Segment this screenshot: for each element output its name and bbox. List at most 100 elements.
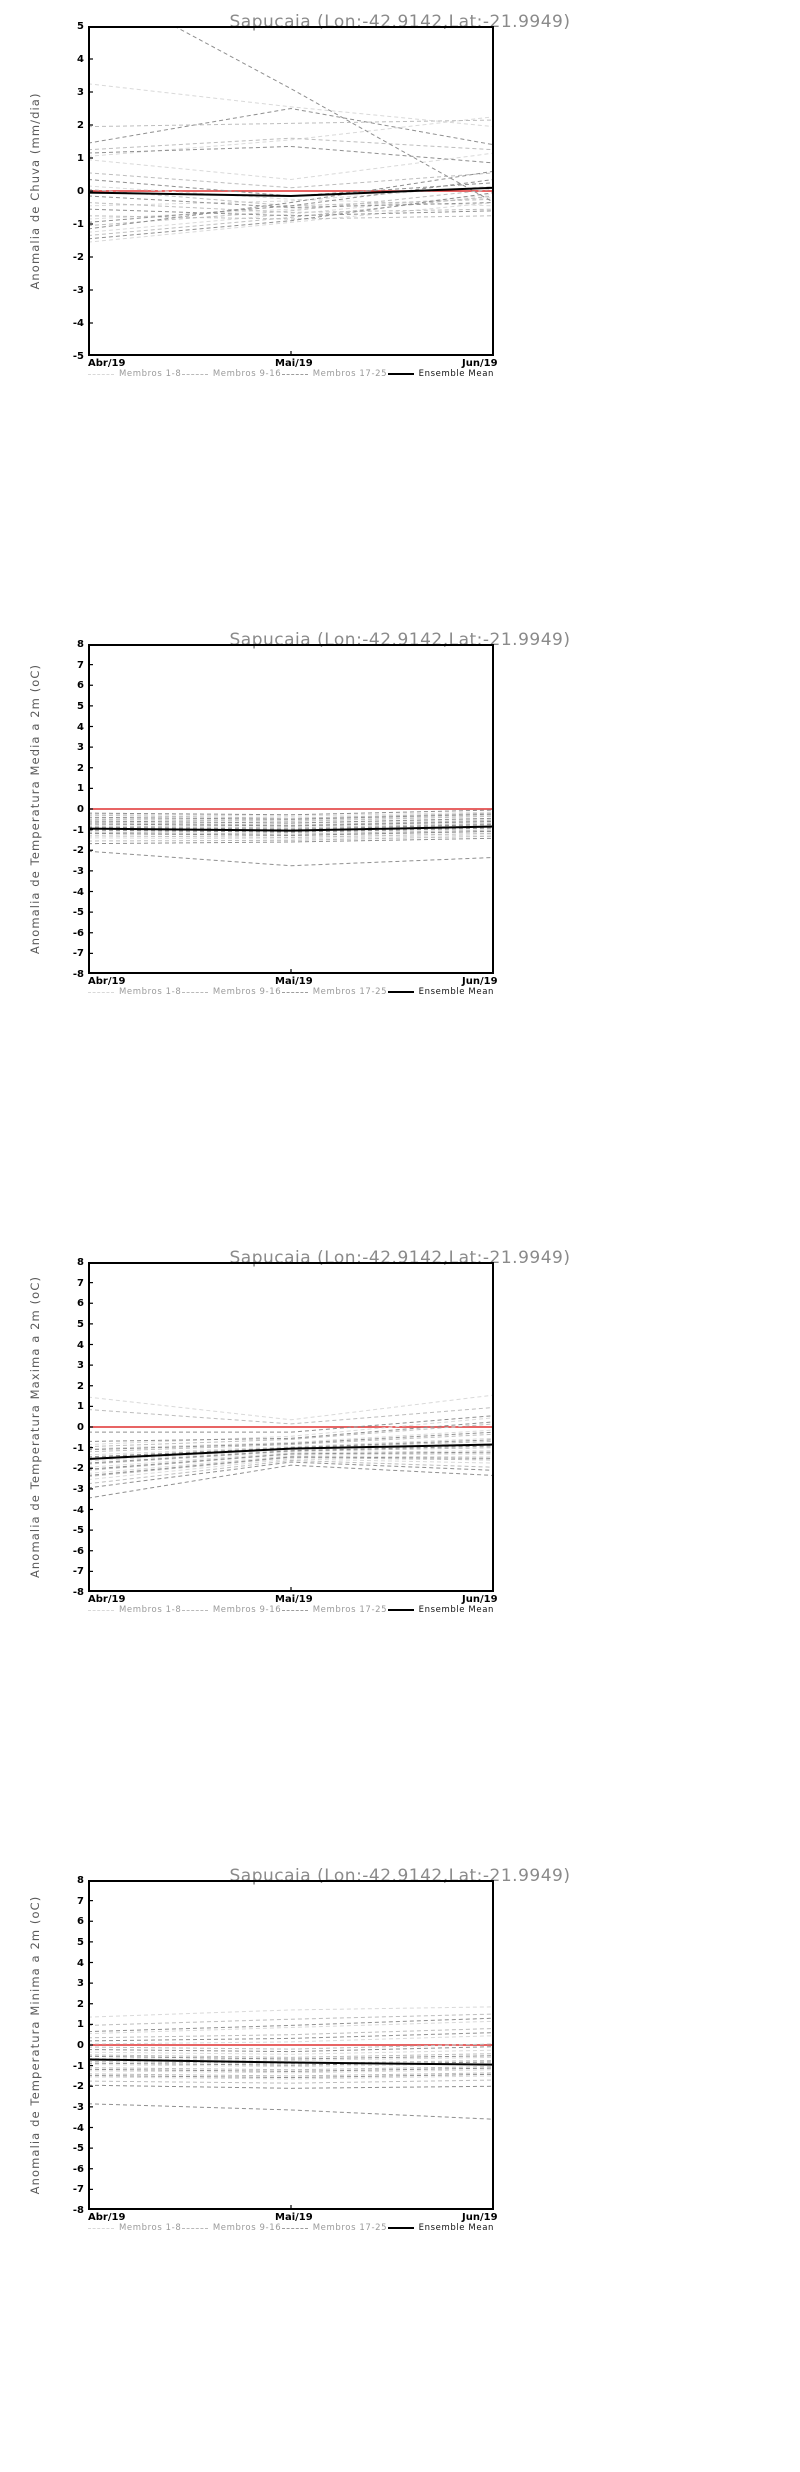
y-tick-label: -6	[72, 927, 84, 939]
member-series-line	[88, 2020, 494, 2035]
legend-item-1[interactable]: Membros 1-8	[88, 1605, 181, 1615]
y-tick-label: 1	[77, 783, 84, 795]
y-tick-label: -8	[72, 969, 84, 980]
y-tick-label: -5	[72, 1525, 84, 1537]
y-tick-label: 4	[77, 1957, 84, 1969]
y-tick-label: 3	[77, 1360, 84, 1372]
x-tick-label: Mai/19	[275, 2212, 313, 2223]
y-tick-label: -1	[72, 1442, 84, 1454]
y-tick-label: 6	[77, 680, 84, 692]
member-series-line	[88, 1439, 494, 1458]
legend-item-2[interactable]: Membros 9-16	[181, 1605, 281, 1615]
legend-swatch-icon	[88, 991, 114, 993]
ensemble-mean-line	[88, 2058, 494, 2066]
legend-swatch-icon	[281, 991, 308, 993]
ensemble-mean-line	[88, 1443, 494, 1460]
y-tick-label: -1	[72, 824, 84, 836]
member-series-line	[88, 2103, 494, 2120]
legend-swatch-icon	[387, 991, 414, 993]
member-series-line	[88, 1457, 494, 1477]
x-tick-label: Mai/19	[275, 976, 313, 987]
y-tick-label: -6	[72, 2163, 84, 2175]
member-series-line	[88, 2055, 494, 2060]
member-series-line	[88, 1451, 494, 1470]
y-tick-label: 8	[77, 1875, 84, 1886]
chart-panel-tmean: Sapucaia (Lon:-42.9142,Lat:-21.9949) Anom…	[0, 618, 800, 1236]
y-tick-label: 5	[77, 700, 84, 712]
series-canvas	[88, 1262, 494, 1592]
member-series-line	[88, 850, 494, 867]
x-tick-label: Abr/19	[88, 358, 126, 369]
legend-swatch-icon	[88, 373, 114, 375]
member-series-line	[88, 829, 494, 835]
legend-item-4[interactable]: Ensemble Mean	[387, 2223, 494, 2233]
legend-item-3[interactable]: Membros 17-25	[281, 369, 387, 379]
member-series-line	[88, 823, 494, 830]
member-series-line	[88, 1423, 494, 1448]
legend-item-3[interactable]: Membros 17-25	[281, 2223, 387, 2233]
plot-frame	[88, 644, 494, 974]
x-tick-label: Mai/19	[275, 358, 313, 369]
member-series-line	[88, 809, 494, 816]
legend-item-label: Ensemble Mean	[418, 987, 494, 997]
member-series-line	[88, 2043, 494, 2050]
legend-item-4[interactable]: Ensemble Mean	[387, 987, 494, 997]
legend-item-label: Membros 17-25	[312, 1605, 388, 1615]
legend-item-2[interactable]: Membros 9-16	[181, 987, 281, 997]
y-tick-label: -5	[72, 2143, 84, 2155]
legend-item-3[interactable]: Membros 17-25	[281, 1605, 388, 1615]
legend-item-1[interactable]: Membros 1-8	[88, 987, 181, 997]
y-tick-label: 6	[77, 1916, 84, 1928]
legend-item-4[interactable]: Ensemble Mean	[387, 1605, 494, 1615]
ensemble-mean-line	[88, 825, 494, 832]
member-series-line	[88, 202, 494, 243]
legend-swatch-icon	[181, 1609, 208, 1611]
member-series-line	[88, 2049, 494, 2055]
member-series-line	[88, 817, 494, 824]
member-series-line	[88, 822, 494, 829]
member-series-line	[88, 1455, 494, 1474]
legend-item-1[interactable]: Membros 1-8	[88, 2223, 181, 2233]
member-series-line	[88, 2079, 494, 2084]
legend-item-4[interactable]: Ensemble Mean	[387, 369, 494, 379]
member-series-line	[88, 2056, 494, 2061]
y-tick-label: 4	[77, 54, 84, 65]
y-tick-label: -2	[72, 1463, 84, 1475]
x-tick-label: Abr/19	[88, 2212, 126, 2223]
y-tick-label: 0	[77, 804, 84, 815]
member-series-line	[88, 83, 494, 128]
legend-item-2[interactable]: Membros 9-16	[181, 369, 281, 379]
member-series-line	[88, 812, 494, 819]
y-tick-label: 5	[77, 1936, 84, 1948]
legend-item-1[interactable]: Membros 1-8	[88, 369, 181, 379]
y-tick-label: -7	[72, 948, 84, 960]
member-series-line	[88, 827, 494, 833]
member-series-line	[88, 119, 494, 128]
y-tick-label: 4	[77, 1339, 84, 1351]
legend-item-label: Membros 17-25	[312, 987, 388, 997]
member-series-line	[88, 2032, 494, 2042]
legend-item-2[interactable]: Membros 9-16	[181, 2223, 281, 2233]
x-tick-label: Jun/19	[462, 2212, 498, 2223]
member-series-line	[88, 1431, 494, 1451]
chart-panel-tmin: Sapucaia (Lon:-42.9142,Lat:-21.9949) Anom…	[0, 1854, 800, 2472]
legend-item-3[interactable]: Membros 17-25	[281, 987, 388, 997]
member-series-line	[88, 2013, 494, 2026]
legend-swatch-icon	[387, 1609, 414, 1611]
y-tick-label: -3	[72, 285, 84, 296]
member-series-line	[173, 26, 494, 203]
plot-area-precip	[88, 26, 494, 356]
member-series-line	[88, 195, 494, 209]
member-series-line	[88, 116, 494, 157]
series-canvas	[88, 26, 494, 356]
member-series-line	[88, 1464, 494, 1499]
member-series-line	[88, 1445, 494, 1464]
member-series-line	[88, 152, 494, 180]
member-series-line	[88, 835, 494, 842]
y-tick-label: 2	[77, 1998, 84, 2010]
legend-swatch-icon	[281, 2227, 308, 2229]
x-tick-label: Abr/19	[88, 976, 126, 987]
member-series-line	[88, 820, 494, 827]
y-axis-label: Anomalia de Temperatura Media a 2m (oC)	[28, 663, 42, 955]
member-series-line	[88, 172, 494, 189]
